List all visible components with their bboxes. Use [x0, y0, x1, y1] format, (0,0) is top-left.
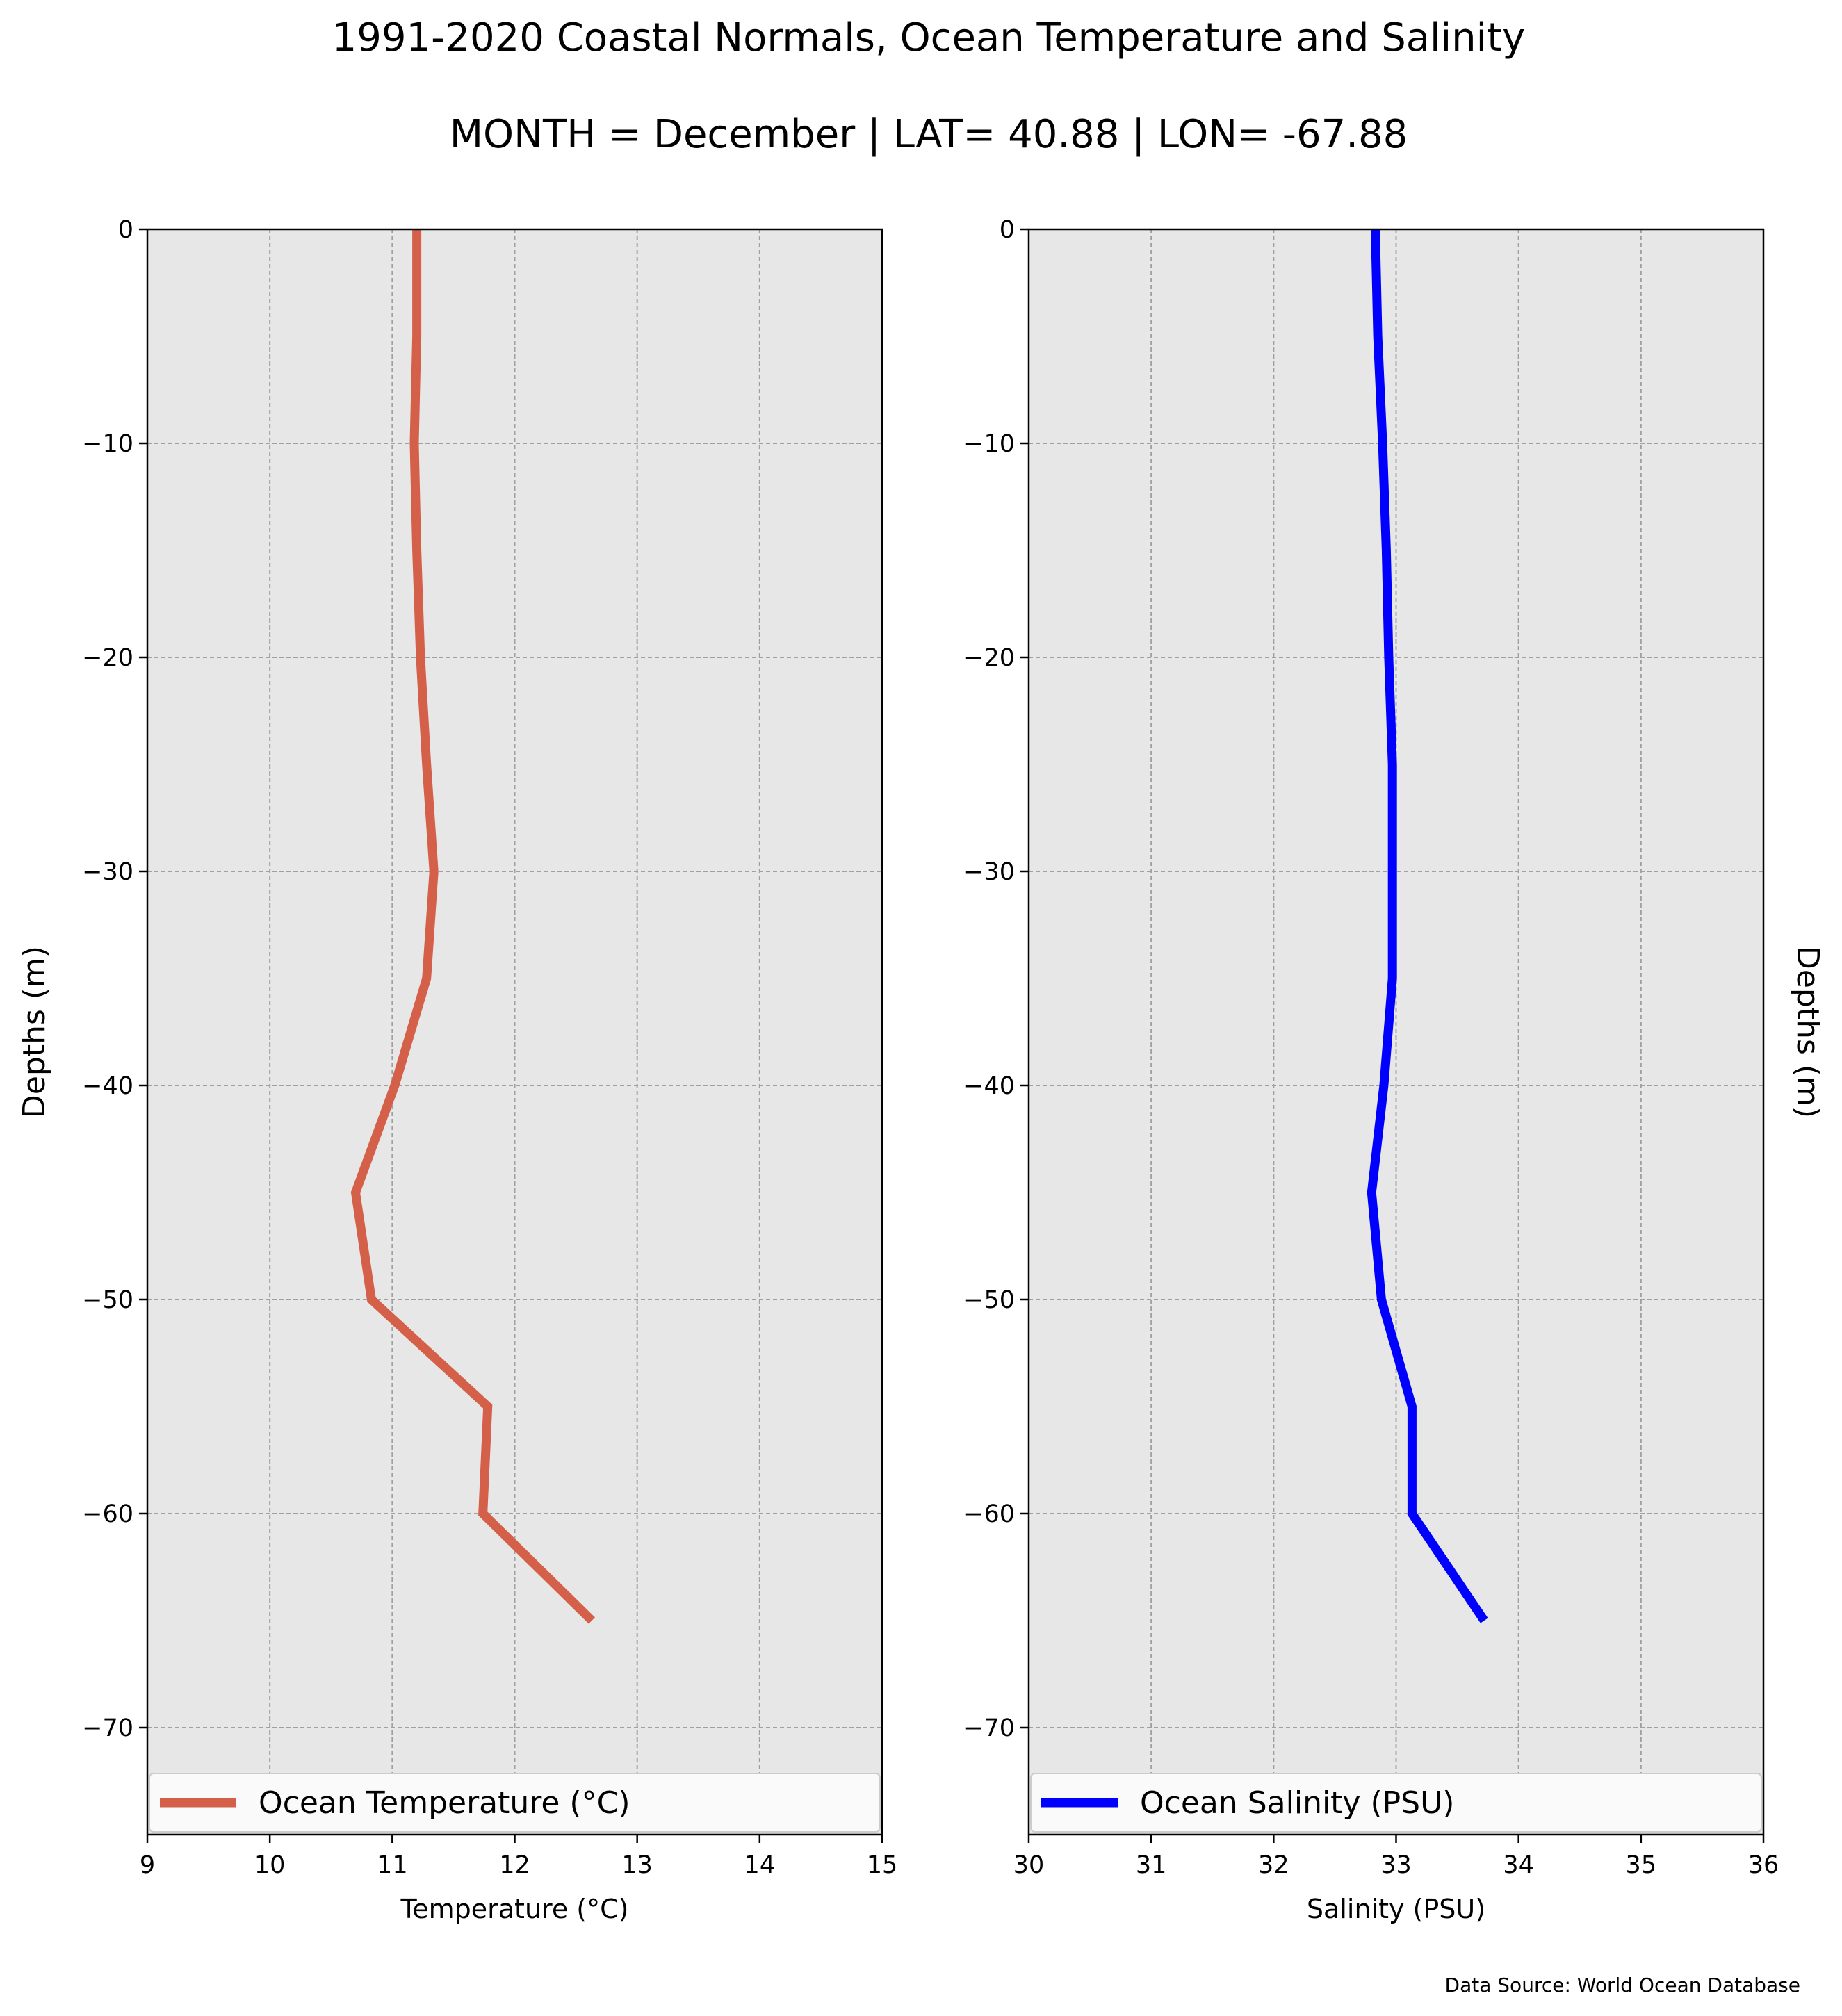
salinity-y-axis-label: Depths (m): [1790, 946, 1825, 1118]
temperature-x-axis-label: Temperature (°C): [400, 1894, 629, 1924]
salinity-x-tick-label: 33: [1380, 1851, 1412, 1879]
salinity-panel: 30 31 32 33 34 35 36 0 −10 −20 −30 −40 −50 −60 −70 Ocea…: [963, 216, 1825, 1924]
temperature-y-tick-label: −10: [82, 430, 133, 458]
chart-subtitle: MONTH = December | LAT= 40.88 | LON= -67…: [450, 112, 1408, 157]
temperature-axes-frame: [146, 228, 883, 1836]
temperature-x-tick-label: 12: [499, 1851, 530, 1879]
temperature-x-tick-label: 14: [744, 1851, 776, 1879]
temperature-y-axis-label: Depths (m): [17, 946, 52, 1118]
temperature-x-tick-label: 15: [867, 1851, 898, 1879]
temperature-legend-label: Ocean Temperature (°C): [259, 1785, 630, 1821]
temperature-y-tick-label: −30: [82, 858, 133, 886]
salinity-y-tick-label: −40: [963, 1072, 1015, 1100]
salinity-legend-label: Ocean Salinity (PSU): [1140, 1785, 1454, 1821]
temperature-profile-line: [350, 229, 596, 1624]
temperature-legend-box: [149, 1773, 881, 1833]
temperature-x-tick-label: 9: [140, 1851, 155, 1879]
salinity-y-tick-label: −50: [963, 1286, 1015, 1314]
temperature-legend: Ocean Temperature (°C): [149, 1773, 881, 1833]
data-source-note: Data Source: World Ocean Database: [1445, 1974, 1800, 1997]
salinity-y-tick-label: −10: [963, 430, 1015, 458]
temperature-y-tick-label: −40: [82, 1072, 133, 1100]
salinity-y-tick-label: −30: [963, 858, 1015, 886]
temperature-x-tick-label: 13: [621, 1851, 653, 1879]
salinity-y-tick-label: −60: [963, 1500, 1015, 1528]
temperature-y-tick-label: −50: [82, 1286, 133, 1314]
salinity-x-tick-label: 30: [1013, 1851, 1045, 1879]
salinity-profile-line: [1367, 229, 1488, 1623]
temperature-y-tick-label: −70: [82, 1714, 133, 1742]
salinity-x-tick-label: 35: [1626, 1851, 1657, 1879]
salinity-y-tick-label: 0: [1000, 216, 1015, 244]
salinity-legend-box: [1030, 1773, 1762, 1833]
salinity-y-tick-label: −70: [963, 1714, 1015, 1742]
salinity-y-tick-label: −20: [963, 644, 1015, 672]
temperature-y-tick-label: −20: [82, 644, 133, 672]
chart-title: 1991-2020 Coastal Normals, Ocean Tempera…: [332, 15, 1526, 60]
temperature-y-tick-label: 0: [118, 216, 133, 244]
temperature-y-tick-label: −60: [82, 1500, 133, 1528]
salinity-axes-frame: [1027, 228, 1765, 1836]
temperature-x-tick-label: 10: [254, 1851, 286, 1879]
salinity-legend: Ocean Salinity (PSU): [1030, 1773, 1762, 1833]
salinity-x-tick-label: 32: [1258, 1851, 1289, 1879]
salinity-x-tick-label: 34: [1503, 1851, 1534, 1879]
salinity-x-tick-label: 36: [1748, 1851, 1779, 1879]
temperature-x-tick-label: 11: [377, 1851, 408, 1879]
temperature-panel: 9 10 11 12 13 14 15 0 −10 −20 −30 −40 −50 −60 −70 Ocean…: [17, 216, 897, 1924]
salinity-x-tick-label: 31: [1136, 1851, 1167, 1879]
salinity-x-axis-label: Salinity (PSU): [1307, 1894, 1485, 1924]
